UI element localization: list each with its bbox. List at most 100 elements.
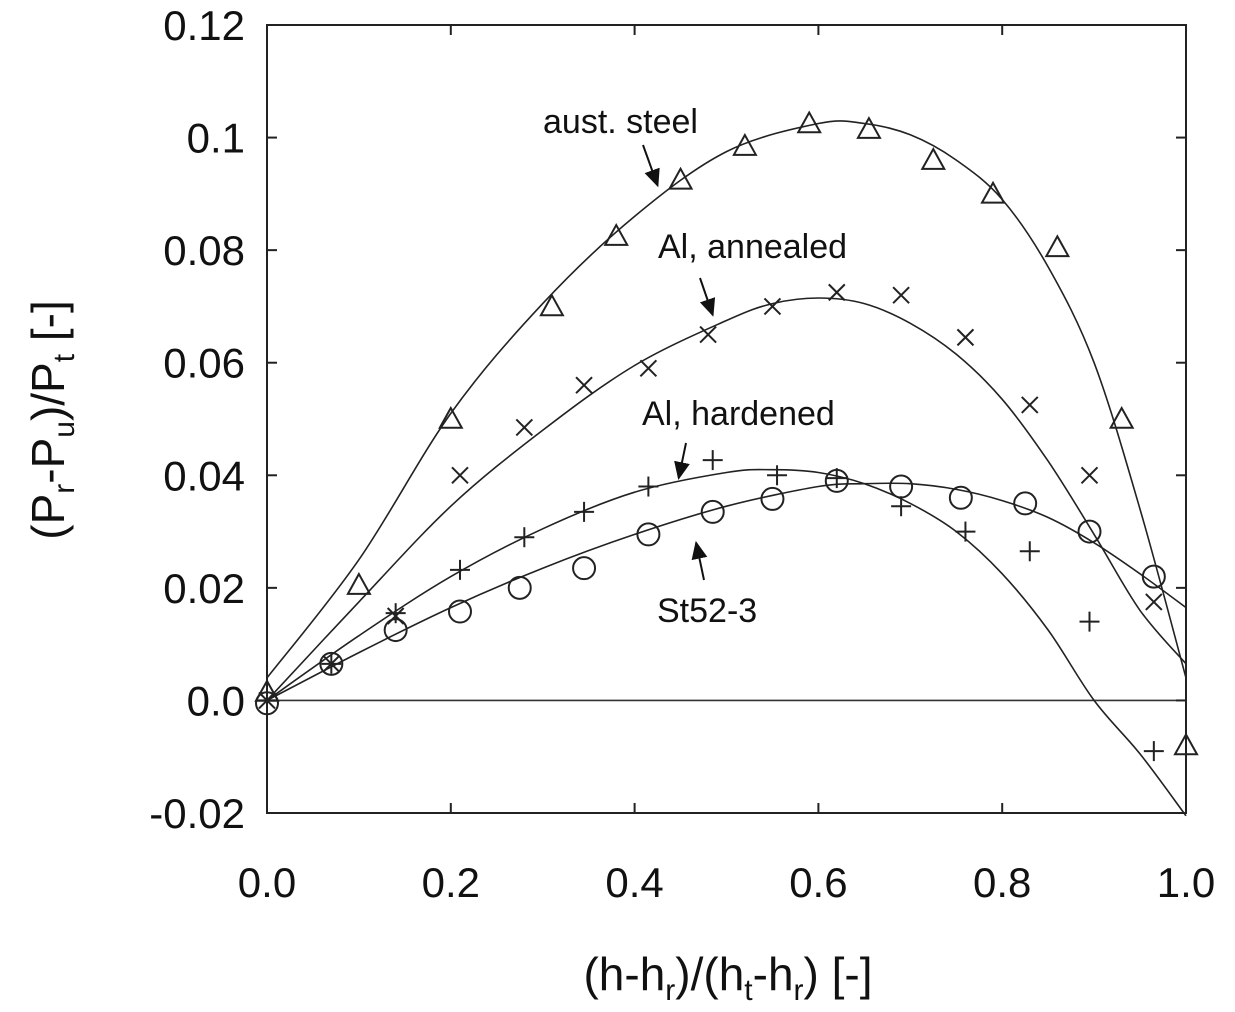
marker-cross-1-8-b bbox=[763, 297, 782, 316]
marker-plus-2-12 bbox=[1019, 541, 1040, 562]
plot-frame bbox=[266, 24, 1187, 814]
marker-plus-2-9 bbox=[826, 468, 847, 489]
marker-circle-3-13 bbox=[1077, 519, 1102, 544]
y-axis-label: (Pr-Pu)/Pt [-] bbox=[22, 300, 81, 539]
marker-triangle-0-1 bbox=[346, 571, 372, 595]
x-tick-label: 1.0 bbox=[1157, 859, 1215, 906]
marker-circle-3-6 bbox=[636, 522, 661, 547]
marker-cross-1-6-b bbox=[639, 359, 658, 378]
fit-curve-0 bbox=[266, 120, 1187, 679]
marker-circle-3-10 bbox=[889, 474, 914, 499]
marker-triangle-0-3 bbox=[539, 293, 565, 317]
marker-cross-1-4-b bbox=[515, 418, 534, 437]
marker-cross-1-9-b bbox=[828, 283, 846, 302]
data-markers bbox=[254, 110, 1199, 762]
x-tick-label: 0.2 bbox=[422, 859, 480, 906]
annotation-label-2: Al, hardened bbox=[642, 395, 835, 433]
marker-triangle-0-6 bbox=[732, 132, 758, 156]
annotation-arrow-1 bbox=[699, 277, 716, 317]
annotation-label-1: Al, annealed bbox=[658, 228, 847, 266]
marker-cross-1-6 bbox=[639, 359, 658, 378]
marker-plus-2-13 bbox=[1079, 611, 1100, 632]
marker-cross-1-7-b bbox=[699, 325, 717, 344]
x-tick-label: 0.6 bbox=[789, 859, 847, 906]
marker-circle-3-8 bbox=[760, 486, 785, 511]
annotation-arrow-3 bbox=[691, 540, 708, 581]
marker-circle-3-14 bbox=[1141, 564, 1166, 589]
marker-plus-2-6 bbox=[638, 476, 659, 497]
marker-cross-1-11 bbox=[956, 328, 975, 347]
y-tick-label: 0.1 bbox=[187, 115, 245, 162]
marker-cross-1-11-b bbox=[956, 328, 975, 347]
y-tick-label: 0.0 bbox=[187, 677, 245, 724]
marker-circle-3-2 bbox=[383, 618, 408, 643]
marker-triangle-0-8 bbox=[856, 116, 882, 139]
annotation-label-0: aust. steel bbox=[543, 103, 698, 141]
marker-cross-1-5 bbox=[575, 376, 593, 394]
marker-plus-2-11 bbox=[955, 521, 976, 542]
marker-triangle-0-13 bbox=[1173, 732, 1199, 756]
marker-cross-1-10 bbox=[892, 286, 910, 304]
marker-plus-2-3 bbox=[449, 559, 470, 580]
y-tick-label: 0.02 bbox=[163, 565, 245, 612]
x-tick-label: 0.4 bbox=[605, 859, 663, 906]
marker-cross-1-9 bbox=[828, 283, 846, 302]
plot-border bbox=[266, 24, 1187, 814]
marker-circle-3-5 bbox=[572, 556, 597, 581]
y-tick-label: -0.02 bbox=[149, 790, 245, 837]
marker-cross-1-13-b bbox=[1080, 466, 1099, 484]
marker-cross-1-5-b bbox=[575, 376, 593, 394]
marker-triangle-0-5 bbox=[667, 166, 694, 190]
marker-triangle-0-9 bbox=[920, 147, 946, 170]
marker-triangle-0-11 bbox=[1044, 234, 1071, 258]
x-axis-label: (h-hr)/(ht-hr) [-] bbox=[583, 948, 872, 1007]
marker-plus-2-8 bbox=[767, 465, 788, 486]
marker-circle-3-3 bbox=[447, 599, 472, 624]
curve-annotations: aust. steel Al, annealed Al, hardened St52-… bbox=[543, 103, 847, 630]
marker-plus-2-10 bbox=[891, 496, 912, 517]
marker-plus-2-4 bbox=[514, 527, 535, 548]
x-axis-ticks: 0.0 0.2 0.4 0.6 0.8 1.0 bbox=[238, 25, 1215, 906]
marker-plus-2-1 bbox=[321, 653, 342, 674]
marker-triangle-0-7 bbox=[796, 110, 822, 134]
marker-circle-3-1 bbox=[319, 651, 344, 676]
annotation-arrow-0 bbox=[642, 144, 660, 188]
marker-cross-1-3 bbox=[451, 466, 469, 484]
marker-circle-3-11 bbox=[948, 485, 973, 510]
marker-triangle-0-10 bbox=[980, 180, 1006, 204]
marker-circle-3-0 bbox=[255, 691, 279, 716]
y-tick-label: 0.08 bbox=[163, 227, 245, 274]
marker-cross-1-13 bbox=[1080, 466, 1099, 484]
marker-plus-2-7 bbox=[702, 450, 723, 471]
marker-cross-1-12-b bbox=[1021, 396, 1039, 414]
marker-triangle-0-12 bbox=[1108, 405, 1135, 429]
marker-circle-3-9 bbox=[824, 468, 849, 493]
x-tick-label: 0.0 bbox=[238, 859, 296, 906]
y-tick-label: 0.04 bbox=[163, 452, 245, 499]
fit-curves bbox=[266, 120, 1187, 817]
marker-cross-1-14 bbox=[1145, 593, 1163, 611]
marker-circle-3-4 bbox=[507, 575, 532, 600]
y-tick-label: 0.06 bbox=[163, 340, 245, 387]
y-tick-label: 0.12 bbox=[163, 2, 245, 49]
marker-cross-1-3-b bbox=[451, 466, 469, 484]
marker-triangle-0-2 bbox=[438, 405, 464, 429]
marker-cross-1-4 bbox=[515, 418, 534, 437]
marker-cross-1-12 bbox=[1021, 396, 1039, 414]
fit-curve-1 bbox=[266, 297, 1187, 701]
fit-curve-2 bbox=[266, 468, 1187, 817]
x-tick-label: 0.8 bbox=[973, 859, 1031, 906]
annotation-arrow-2 bbox=[674, 442, 690, 481]
marker-plus-2-14 bbox=[1143, 741, 1164, 762]
marker-cross-1-7 bbox=[699, 325, 717, 344]
marker-cross-1-14-b bbox=[1145, 593, 1163, 611]
marker-cross-1-10-b bbox=[892, 286, 910, 304]
marker-circle-3-7 bbox=[700, 499, 725, 524]
marker-plus-2-0 bbox=[257, 690, 277, 711]
y-axis-ticks: -0.02 0.0 0.02 0.04 0.06 0.08 0.1 0.12 bbox=[149, 2, 1186, 837]
fit-curve-3 bbox=[266, 482, 1187, 702]
marker-triangle-0-4 bbox=[603, 223, 629, 246]
annotation-label-3: St52-3 bbox=[657, 592, 757, 630]
marker-circle-3-12 bbox=[1013, 491, 1038, 516]
